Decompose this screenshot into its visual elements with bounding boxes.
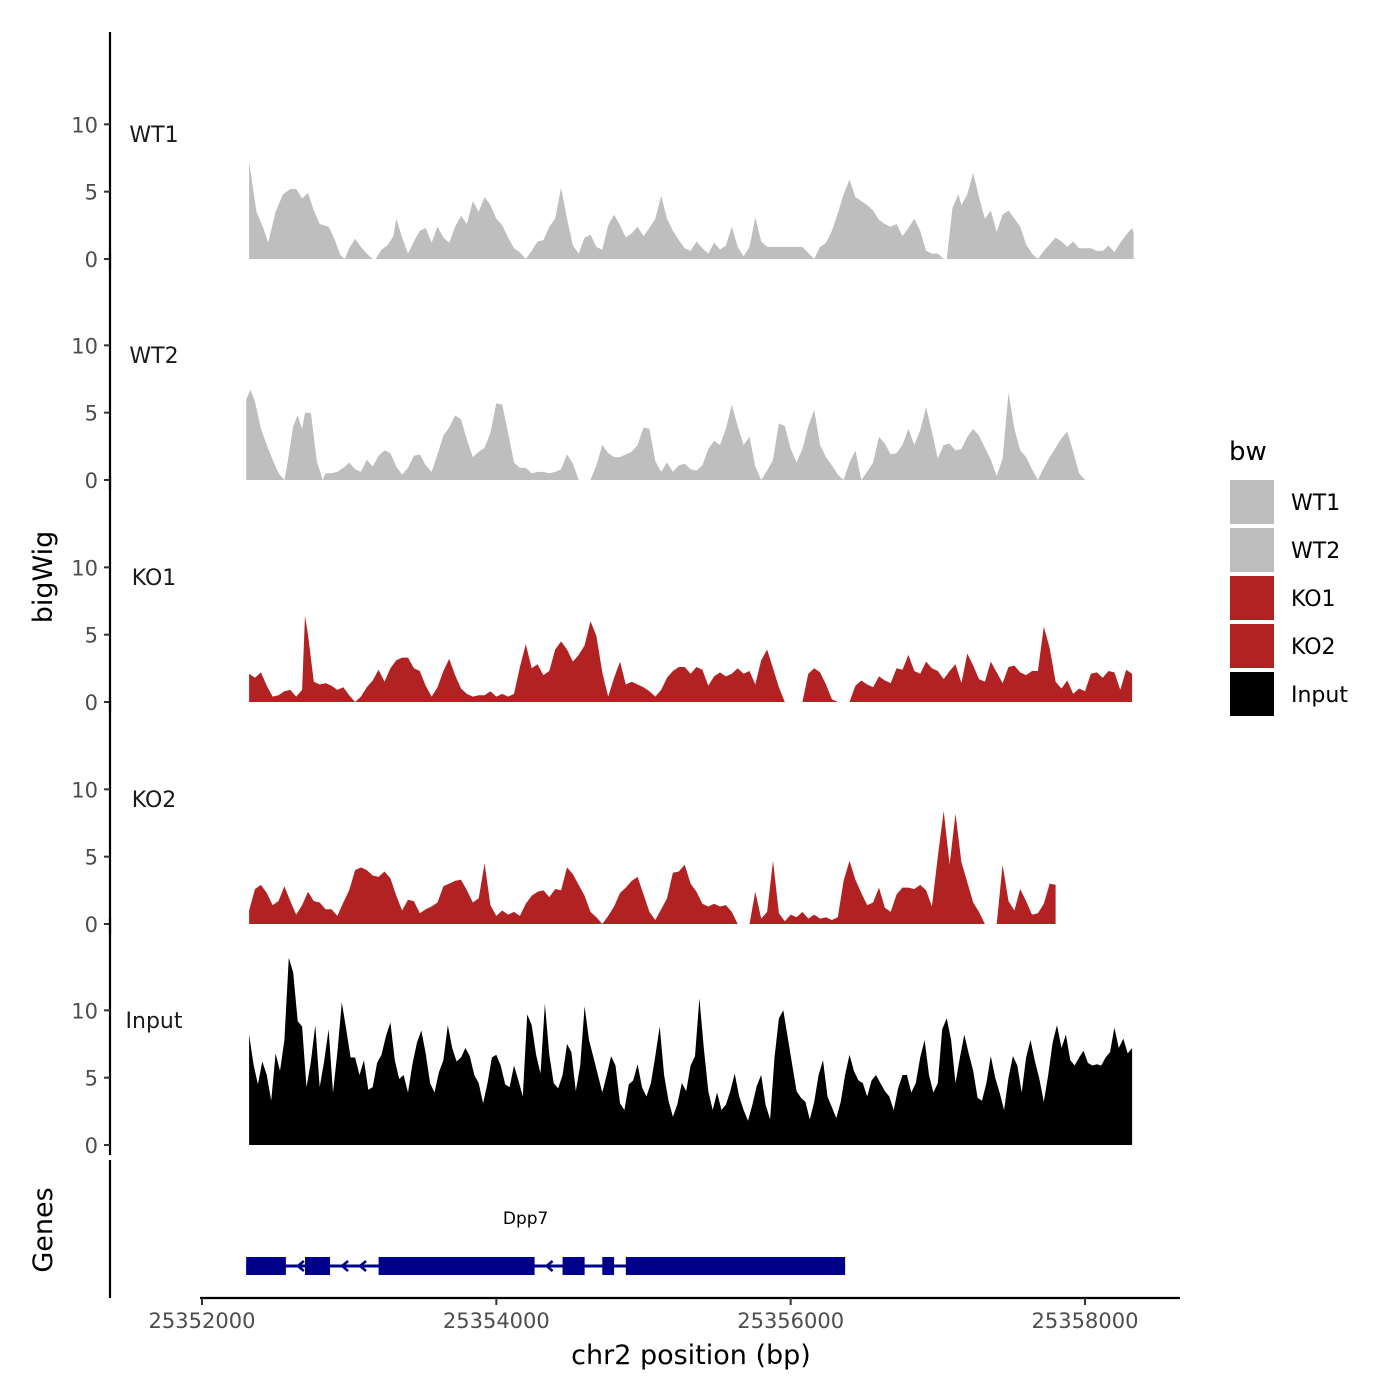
gene-track: Dpp7 (108, 1160, 846, 1298)
coverage-area-input (249, 957, 1133, 1145)
x-tick-label: 25358000 (1032, 1309, 1139, 1333)
legend-title: bw (1229, 437, 1267, 467)
gene-exon (562, 1257, 585, 1275)
y-tick-label: 5 (85, 624, 98, 648)
track-wt2: 0 5 10 WT2 (71, 253, 1085, 493)
gene-exon (602, 1257, 615, 1275)
y-axis-title-genes: Genes (28, 1187, 59, 1272)
x-tick-label: 25356000 (737, 1309, 844, 1333)
y-tick-label: 10 (71, 334, 98, 358)
x-axis: 25352000 25354000 25356000 25358000 (149, 1296, 1180, 1333)
track-label: KO1 (132, 566, 177, 591)
coverage-area-ko2 (249, 810, 1056, 924)
y-tick-label: 10 (71, 778, 98, 802)
legend-key-wt1 (1230, 480, 1274, 524)
y-tick-label: 10 (71, 556, 98, 580)
legend-label: KO1 (1291, 587, 1336, 612)
y-tick-label: 5 (85, 846, 98, 870)
track-input: 0 5 10 Input (71, 918, 1133, 1158)
legend-label: WT2 (1291, 539, 1340, 564)
legend-key-input (1230, 672, 1274, 716)
gene-name-label: Dpp7 (503, 1209, 549, 1229)
y-tick-label: 0 (85, 469, 98, 493)
y-tick-label: 5 (85, 1067, 98, 1091)
coverage-area-wt2 (246, 389, 1085, 480)
track-ko2: 0 5 10 KO2 (71, 697, 1056, 937)
coverage-tracks: 0 5 10 WT1 0 5 10 WT2 0 5 10 KO1 0 5 10 KO2 0 5 10 Input (71, 32, 1134, 1158)
track-label: Input (126, 1009, 183, 1034)
gene-exon (625, 1257, 846, 1275)
x-axis-title: chr2 position (bp) (571, 1340, 811, 1371)
y-tick-label: 0 (85, 691, 98, 715)
track-wt1: 0 5 10 WT1 (71, 32, 1134, 272)
legend-label: KO2 (1291, 635, 1336, 660)
gene-dpp7: Dpp7 (246, 1209, 846, 1275)
y-axis-title-tracks: bigWig (28, 531, 59, 624)
strand-arrow (340, 1260, 349, 1272)
legend-key-ko1 (1230, 576, 1274, 620)
gene-exon (246, 1257, 286, 1275)
gene-exon (378, 1257, 535, 1275)
y-tick-label: 10 (71, 999, 98, 1023)
strand-arrow (295, 1260, 305, 1272)
strand-arrow (358, 1260, 367, 1272)
track-label: WT2 (129, 344, 178, 369)
track-label: KO2 (132, 788, 177, 813)
legend-label: WT1 (1291, 491, 1340, 516)
legend-label: Input (1291, 683, 1348, 708)
x-tick-label: 25354000 (443, 1309, 550, 1333)
gene-exon (305, 1257, 331, 1275)
coverage-area-wt1 (249, 162, 1134, 259)
y-tick-label: 10 (71, 113, 98, 137)
track-ko1: 0 5 10 KO1 (71, 475, 1133, 715)
legend-key-wt2 (1230, 528, 1274, 572)
y-tick-label: 0 (85, 248, 98, 272)
y-tick-label: 0 (85, 1134, 98, 1158)
y-tick-label: 5 (85, 181, 98, 205)
legend-key-ko2 (1230, 624, 1274, 668)
legend: bw WT1 WT2 KO1 KO2 Input (1229, 437, 1348, 716)
x-tick-label: 25352000 (149, 1309, 256, 1333)
y-tick-label: 0 (85, 913, 98, 937)
track-label: WT1 (129, 123, 178, 148)
strand-arrow (544, 1260, 554, 1272)
coverage-area-ko1 (249, 615, 1133, 702)
y-tick-label: 5 (85, 402, 98, 426)
